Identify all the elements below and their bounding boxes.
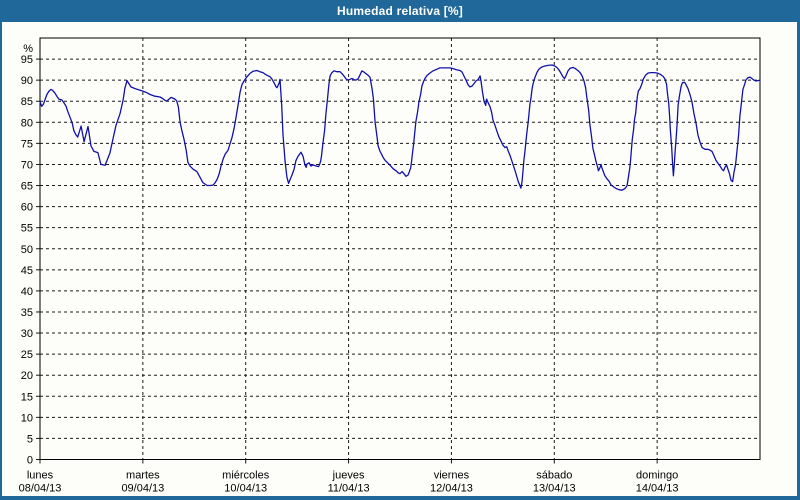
y-tick-label: 10	[21, 412, 33, 424]
y-axis-unit-label: %	[23, 43, 33, 55]
y-tick-label: 40	[21, 286, 33, 298]
x-day-label: martes	[126, 470, 160, 482]
y-tick-label: 60	[21, 202, 33, 214]
x-date-label: 13/04/13	[533, 483, 576, 495]
x-day-label: viernes	[434, 470, 470, 482]
y-tick-label: 90	[21, 75, 33, 87]
window-border-bottom	[0, 496, 800, 500]
y-tick-label: 20	[21, 370, 33, 382]
chart-title: Humedad relativa [%]	[336, 4, 464, 18]
x-day-label: jueves	[332, 470, 365, 482]
humidity-line-chart: 0 5 10 15 20 25 30 35 40 45 50 55 60 65 70 75 80 85 90 95% l…	[19, 37, 761, 495]
x-date-label: 14/04/13	[636, 483, 679, 495]
y-tick-label: 50	[21, 244, 33, 256]
x-date-label: 11/04/13	[328, 483, 370, 495]
y-tick-label: 45	[21, 265, 33, 277]
x-date-label: 09/04/13	[121, 483, 164, 495]
titlebar: Humedad relativa [%]	[0, 0, 800, 22]
y-tick-label: 5	[27, 433, 33, 445]
x-day-label: domingo	[636, 470, 678, 482]
window-border-right	[797, 22, 800, 500]
y-tick-label: 0	[27, 455, 33, 467]
y-tick-label: 55	[21, 223, 33, 235]
y-tick-label: 15	[21, 391, 33, 403]
y-tick-label: 35	[21, 307, 33, 319]
x-date-label: 12/04/13	[430, 483, 473, 495]
y-tick-label: 70	[21, 159, 33, 171]
y-tick-label: 30	[21, 328, 33, 340]
y-tick-label: 85	[21, 96, 33, 108]
x-date-label: 10/04/13	[224, 483, 267, 495]
x-day-label: lunes	[27, 470, 54, 482]
x-date-label: 08/04/13	[19, 483, 62, 495]
y-tick-label: 80	[21, 117, 33, 129]
y-tick-label: 25	[21, 349, 33, 361]
x-day-label: sábado	[536, 470, 572, 482]
plot-frame	[39, 37, 761, 460]
y-tick-label: 95	[21, 54, 33, 66]
x-day-label: miércoles	[222, 470, 270, 482]
window-border-left	[0, 22, 2, 500]
y-tick-label: 65	[21, 181, 33, 193]
y-tick-label: 75	[21, 138, 33, 150]
humidity-series-line	[39, 64, 761, 191]
